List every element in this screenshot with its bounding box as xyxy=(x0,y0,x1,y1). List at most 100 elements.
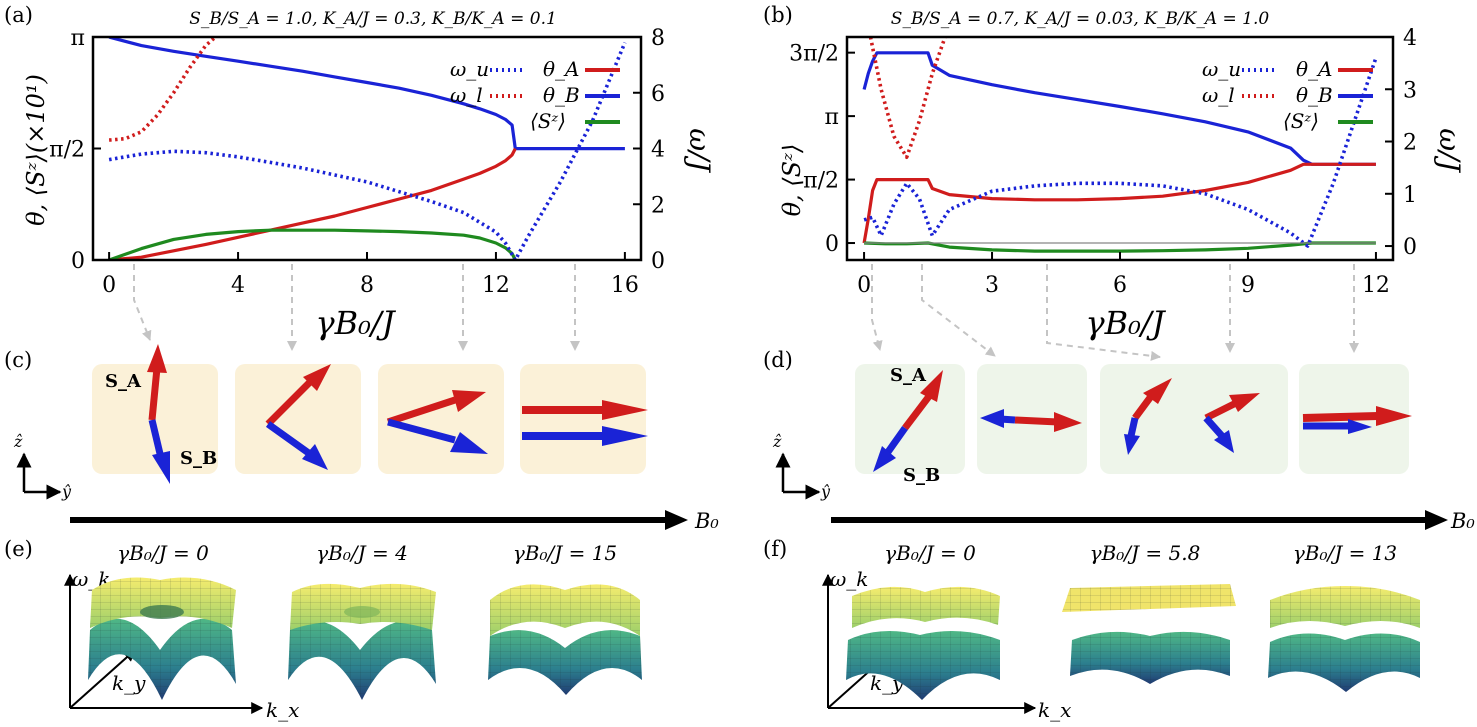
field-arrowhead-c xyxy=(665,510,688,530)
plot-b-xlabel: γB₀/J xyxy=(1085,304,1166,342)
panel-c: (c) S_A S_B ẑ ŷ B₀ xyxy=(4,344,719,533)
spin-arrowhead-b-d1 xyxy=(873,446,896,472)
legend-b-sz: ⟨Sᶻ⟩ xyxy=(1283,109,1319,133)
panel-f: (f) γB₀/J = 0 γB₀/J = 5.8 γB₀/J = 13 ω_k… xyxy=(763,537,1420,722)
panel-a-title: S_B/S_A = 1.0, K_A/J = 0.3, K_B/K_A = 0.… xyxy=(189,9,557,29)
kx-label-e: k_x xyxy=(266,698,299,722)
panel-e-title-2: γB₀/J = 4 xyxy=(316,541,408,565)
ytick-left-label-b-0: 0 xyxy=(825,232,839,257)
field-label-c: B₀ xyxy=(694,509,719,533)
xtick-label-b-4: 12 xyxy=(1362,273,1390,298)
plot-b-right-ticks: 0 1 2 3 4 xyxy=(1385,26,1417,260)
ky-label-e: k_y xyxy=(112,671,146,695)
series-a-u-line xyxy=(108,41,627,260)
plot-b-legend: ω_u θ_A ω_l θ_B ⟨Sᶻ⟩ xyxy=(1202,57,1373,133)
plot-a-right-ticks: 0 2 4 6 8 xyxy=(633,26,665,274)
xtick-label-a-2: 8 xyxy=(360,273,374,298)
ytick-right-label-a-2: 4 xyxy=(651,138,665,163)
spin-arrow-b-d3b xyxy=(1203,415,1225,439)
guide-arrows-a xyxy=(133,264,580,351)
kx-label-f: k_x xyxy=(1038,698,1071,722)
field-arrowhead-d xyxy=(1425,510,1448,530)
ytick-right-label-a-0: 0 xyxy=(651,249,665,274)
ytick-right-label-b-2: 2 xyxy=(1403,131,1417,156)
band-surface-f3 xyxy=(1268,586,1420,692)
spin-arrowhead-a-c3 xyxy=(452,390,486,412)
ytick-right-label-b-1: 1 xyxy=(1403,183,1417,208)
plot-b-left-ticks: 0 π/2 π 3π/2 xyxy=(789,42,855,257)
panel-f-title-1: γB₀/J = 0 xyxy=(884,541,976,565)
xtick-label-a-4: 16 xyxy=(611,273,639,298)
spin-arrowhead-b-d4 xyxy=(1348,419,1372,434)
spin-box-c4 xyxy=(520,364,646,474)
series-b-A-line xyxy=(862,162,1376,244)
panel-c-label: (c) xyxy=(4,348,32,372)
spin-arrowhead-b-c2 xyxy=(302,444,328,470)
legend-b-theta-a: θ_A xyxy=(1296,57,1332,81)
spin-label-b-c: S_B xyxy=(180,448,217,469)
plot-a-legend: ω_u θ_A ω_l θ_B ⟨Sᶻ⟩ xyxy=(450,57,620,133)
panel-e-title-3: γB₀/J = 15 xyxy=(513,541,617,565)
spin-arrowhead-b-c1 xyxy=(152,451,170,484)
spin-arrow-a-d2 xyxy=(1014,416,1059,426)
guide-arrow-b3 xyxy=(1046,264,1161,361)
ytick-left-label-a-0: 0 xyxy=(71,249,85,274)
ytick-left-label-b-2: π xyxy=(825,105,839,130)
spin-arrow-b-d3 xyxy=(1127,417,1139,437)
guide-arrow-b2 xyxy=(921,264,996,357)
series-b-S-line xyxy=(864,241,1376,253)
panel-f-title-3: γB₀/J = 13 xyxy=(1293,541,1397,565)
spin-arrow-b-c1 xyxy=(148,419,165,459)
plot-b-ylabel-left: θ, ⟨Sᶻ⟩ xyxy=(778,144,806,217)
spin-arrowhead-a-c4 xyxy=(602,400,648,420)
plot-b-ylabel-right: ω/J xyxy=(1433,128,1466,173)
legend-b-theta-b: θ_B xyxy=(1296,83,1333,107)
spin-box-c2 xyxy=(235,364,361,474)
y-axis-label-c: ŷ xyxy=(61,482,72,501)
series-a-l-line xyxy=(108,37,217,142)
band-surface-e3 xyxy=(488,584,642,695)
legend-a-sz: ⟨Sᶻ⟩ xyxy=(530,109,566,133)
panel-e-label: (e) xyxy=(4,537,33,561)
y-axis-label-d: ŷ xyxy=(820,482,831,501)
spin-arrow-a-c2 xyxy=(265,377,315,427)
plot-b-area xyxy=(862,37,1378,253)
spin-arrow-b-c2 xyxy=(265,421,313,457)
spin-arrowhead-a-d1 xyxy=(920,370,943,402)
panel-e-title-1: γB₀/J = 0 xyxy=(117,541,209,565)
panel-b-label: (b) xyxy=(763,3,793,27)
xtick-label-b-1: 3 xyxy=(985,273,999,298)
panel-e: (e) γB₀/J = 0 γB₀/J = 4 γB₀/J = 15 ω_k k… xyxy=(4,537,642,722)
panel-d: (d) S_A S_B ẑ ŷ xyxy=(763,348,1475,533)
guide-arrow-b1 xyxy=(871,264,883,351)
series-a-S-line xyxy=(108,228,517,260)
ytick-left-label-b-3: 3π/2 xyxy=(789,42,839,67)
z-axis-label-c: ẑ xyxy=(13,432,23,451)
spin-arrow-a-d3 xyxy=(1132,392,1155,421)
panel-b: (b) S_B/S_A = 0.7, K_A/J = 0.03, K_B/K_A… xyxy=(763,3,1466,342)
spin-arrowhead-b-d3 xyxy=(1124,434,1140,455)
ytick-left-label-b-1: π/2 xyxy=(803,169,839,194)
omega-label-f: ω_k xyxy=(830,567,868,591)
spin-box-d3 xyxy=(1100,364,1288,474)
spin-arrow-a-d4 xyxy=(1302,412,1379,422)
plot-a-left-ticks: 0 π/2 π xyxy=(49,26,101,274)
legend-a-omega-u: ω_u xyxy=(450,57,489,81)
legend-b-omega-l: ω_l xyxy=(1202,83,1235,107)
ytick-right-label-a-4: 8 xyxy=(651,26,665,51)
spin-arrow-b-c3 xyxy=(387,418,456,444)
ytick-left-label-a-2: π xyxy=(71,26,85,51)
legend-a-omega-l: ω_l xyxy=(450,83,483,107)
xtick-label-b-3: 9 xyxy=(1241,273,1255,298)
spin-arrowhead-a-d3 xyxy=(1143,378,1172,404)
series-b-l-line xyxy=(868,37,947,159)
ytick-right-label-b-3: 3 xyxy=(1403,78,1417,103)
spin-arrowhead-b-d2 xyxy=(980,409,1004,428)
spin-label-a-c: S_A xyxy=(105,371,142,392)
band-surface-e2 xyxy=(288,583,436,700)
legend-a-theta-a: θ_A xyxy=(543,57,579,81)
plot-a-ylabel-right: ω/J xyxy=(683,128,716,173)
plot-b-xticks: 0 3 6 9 12 xyxy=(857,252,1390,298)
panel-b-title: S_B/S_A = 0.7, K_A/J = 0.03, K_B/K_A = 1… xyxy=(891,9,1270,29)
